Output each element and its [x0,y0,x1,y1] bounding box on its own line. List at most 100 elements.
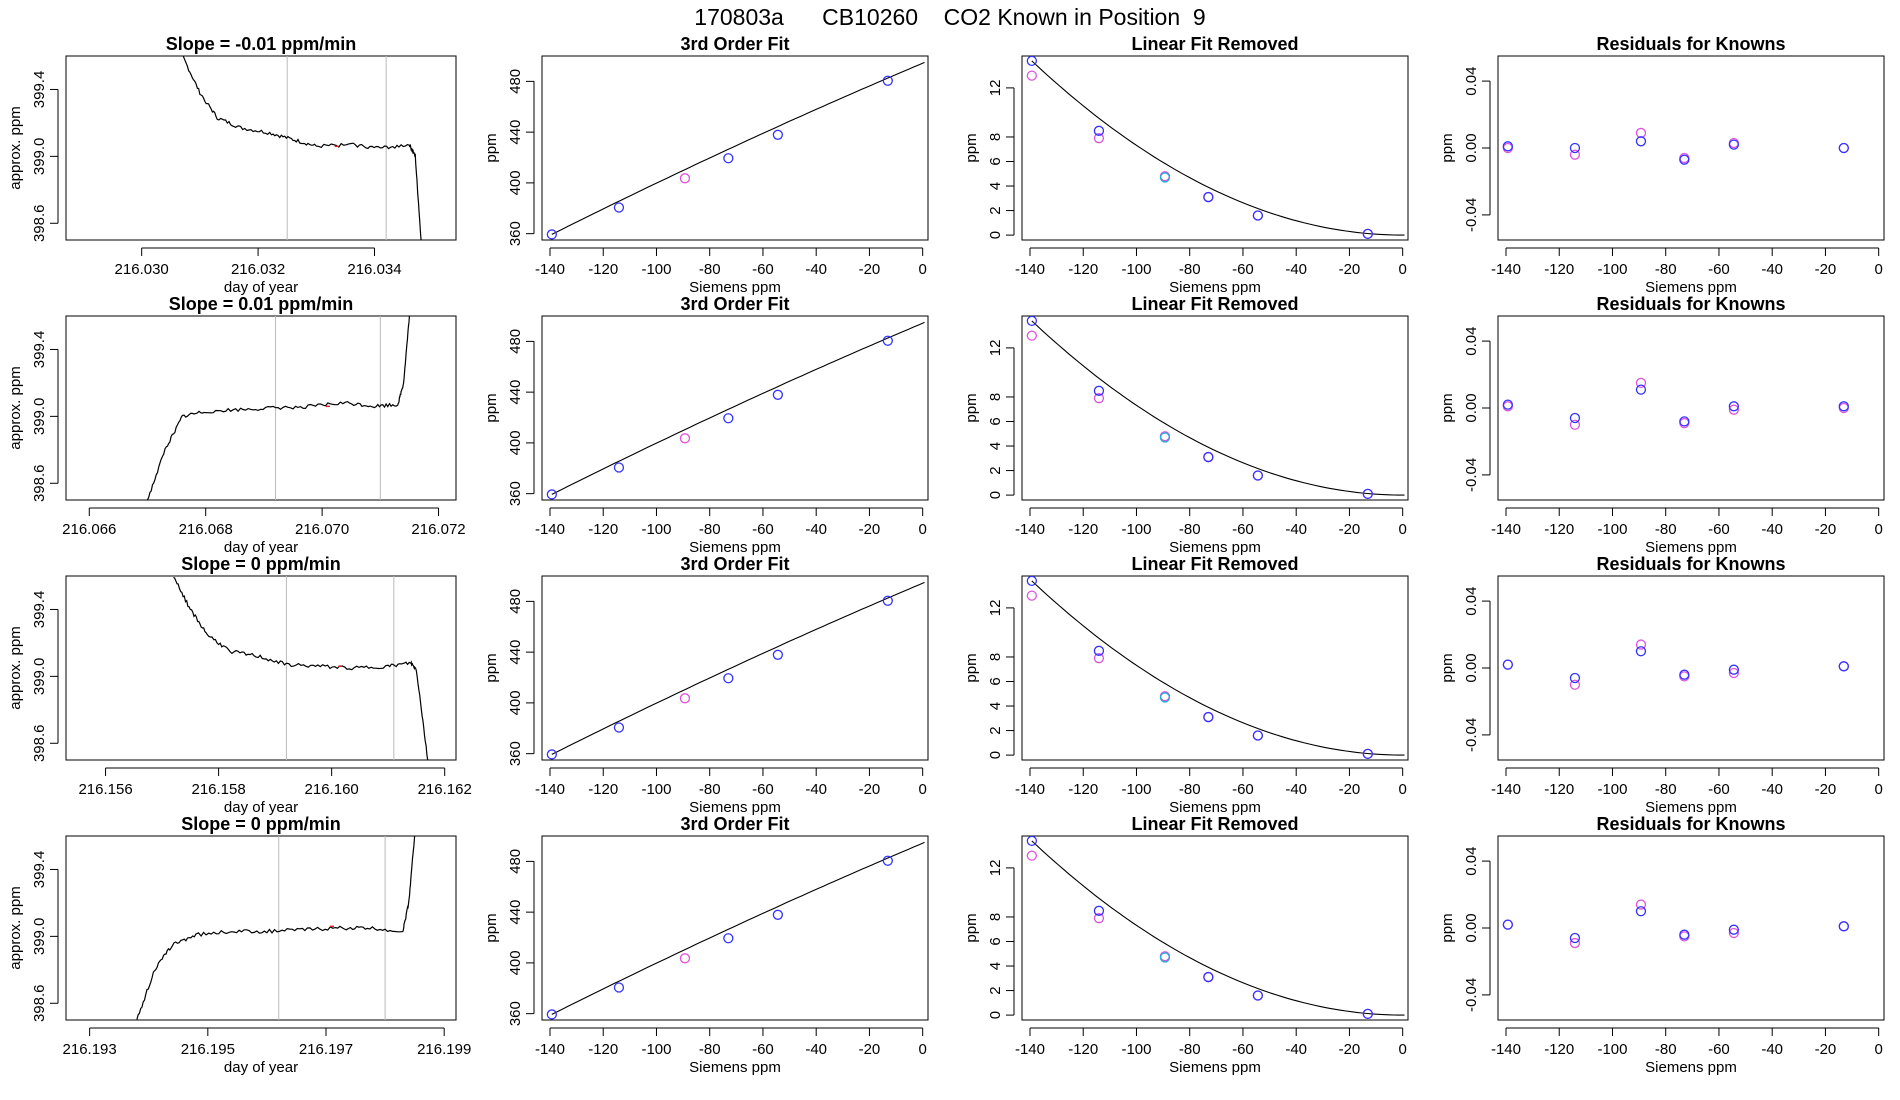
x-tick-label: -80 [699,261,721,278]
x-tick-label: -120 [1068,1041,1098,1058]
plot-area [182,56,422,240]
y-tick-label: 399.4 [31,331,48,369]
plot-area [136,836,416,1020]
x-axis-label: Siemens ppm [1645,799,1737,816]
y-tick-label: 2 [987,206,1004,214]
known-point [546,749,557,760]
known-point [882,855,893,866]
y-tick-label: 0.00 [1463,653,1480,682]
y-tick-label: 8 [987,913,1004,921]
residuals-panel: Residuals for Knowns -140 -120 -100 -80 -60 -4… [1439,554,1885,816]
x-axis-label: Siemens ppm [1169,799,1261,816]
x-axis-label: day of year [224,279,298,296]
residual-point-alt [1635,899,1647,910]
plot-area [173,576,429,760]
timeseries-panel: Slope = -0.01 ppm/min 216.030 216.032 216.0… [7,34,457,296]
known-point [1203,451,1214,463]
x-tick-label: -40 [805,521,827,538]
y-tick-label: 440 [507,120,524,145]
x-tick-label: -80 [1179,1041,1201,1058]
y-tick-label: 12 [987,340,1004,357]
y-tick-label: 399.0 [31,658,48,696]
x-tick-label: -80 [1179,521,1201,538]
y-tick-label: 400 [507,430,524,455]
plot-frame [1497,575,1885,761]
x-tick-label: -40 [1285,781,1307,798]
residual-point [1569,932,1581,944]
y-axis-label: ppm [963,653,980,682]
known-point [1026,316,1037,327]
x-tick-label: -140 [1491,1041,1521,1058]
y-tick-label: 4 [987,182,1004,190]
x-axis-label: day of year [224,539,298,556]
x-tick-label: -120 [588,521,618,538]
residual-curve [1031,840,1405,1016]
known-point [613,462,625,473]
residual-curve [1031,60,1405,236]
panel-title: Linear Fit Removed [1131,34,1298,54]
x-tick-label: -120 [588,261,618,278]
x-tick-label: -100 [641,781,671,798]
y-axis-label: ppm [963,393,980,422]
x-axis-label: Siemens ppm [689,1059,781,1076]
panel-title: Linear Fit Removed [1131,554,1298,574]
known-point [723,933,734,944]
y-tick-label: 8 [987,653,1004,661]
x-tick-label: 216.034 [347,261,401,278]
x-axis-label: Siemens ppm [1169,279,1261,296]
residual-curve [1031,320,1405,496]
x-tick-label: -100 [1597,261,1627,278]
x-tick-label: 0 [1399,781,1407,798]
x-tick-label: -100 [1121,261,1151,278]
y-tick-label: 0.04 [1463,846,1480,875]
y-tick-label: 480 [507,589,524,614]
y-tick-label: 2 [987,986,1004,994]
y-tick-label: -0.04 [1463,198,1480,232]
residual-point-alt [1728,404,1740,415]
x-axis-label: Siemens ppm [689,539,781,556]
plot-area [1502,899,1849,949]
x-tick-label: -120 [1068,261,1098,278]
panel-title: Residuals for Knowns [1596,294,1785,314]
x-tick-label: 216.160 [305,781,359,798]
panel-title: Slope = 0 ppm/min [181,814,341,834]
plot-frame [1021,315,1409,501]
y-tick-label: 399.0 [31,918,48,956]
plot-frame [1021,835,1409,1021]
plot-frame [1021,575,1409,761]
x-tick-label: 216.162 [418,781,472,798]
residual-point-alt [1728,667,1740,679]
x-tick-label: -100 [641,1041,671,1058]
plot-area [1502,127,1849,165]
y-tick-label: 0.04 [1463,326,1480,355]
residual-point [1728,664,1740,675]
fit-curve [551,581,925,755]
plot-frame [541,835,929,1021]
x-tick-label: -140 [1491,261,1521,278]
residual-point [1728,401,1740,412]
x-tick-label: -20 [1339,261,1361,278]
fit-curve [551,321,925,495]
timeseries-panel: Slope = 0.01 ppm/min 216.066 216.068 216.07… [7,294,466,556]
known-point [882,75,893,86]
known-point [772,909,784,920]
panel-title: Slope = 0.01 ppm/min [169,294,354,314]
known-point [1093,385,1105,396]
x-tick-label: 216.068 [179,521,233,538]
y-tick-label: 12 [987,600,1004,617]
known-point [679,693,691,704]
panel-title: 3rd Order Fit [680,34,789,54]
y-tick-label: 398.6 [31,984,48,1022]
panel-title: Slope = 0 ppm/min [181,554,341,574]
y-tick-label: 4 [987,962,1004,970]
y-tick-label: 6 [987,417,1004,425]
y-tick-label: 12 [987,80,1004,97]
x-tick-label: 216.070 [295,521,349,538]
x-axis-label: Siemens ppm [689,799,781,816]
x-tick-label: 216.158 [191,781,245,798]
y-tick-label: 360 [507,741,524,766]
known-point [1252,990,1264,1001]
y-tick-label: 0.00 [1463,393,1480,422]
x-tick-label: -100 [1597,1041,1627,1058]
x-tick-label: -20 [1815,521,1837,538]
